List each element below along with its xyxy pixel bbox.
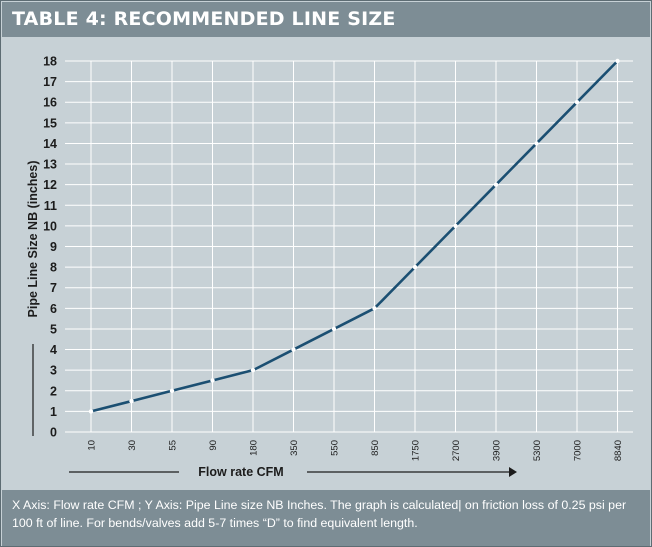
x-tick-label: 30: [127, 440, 138, 451]
data-point: [169, 388, 175, 393]
x-tick-label: 3900: [492, 440, 503, 461]
y-tick-label: 18: [43, 55, 57, 69]
y-tick-label: 5: [50, 322, 57, 336]
data-point: [88, 409, 94, 414]
y-tick-label: 9: [50, 240, 57, 254]
data-point: [250, 367, 256, 373]
y-tick-label: 16: [43, 96, 57, 110]
y-tick-label: 10: [43, 219, 57, 233]
chart-panel: 0 1 2 3 4 5 6 7 8 9 10 11 12 13 14 15 16 17 18 10 30 55 90 180 3…: [9, 41, 641, 481]
series-line: [90, 60, 619, 413]
footer-caption: X Axis: Flow rate CFM ; Y Axis: Pipe Lin…: [12, 498, 627, 530]
y-tick-label: 15: [43, 116, 57, 130]
chart-title: TABLE 4: RECOMMENDED LINE SIZE: [12, 8, 396, 30]
y-tick-label: 17: [43, 75, 57, 89]
y-tick-label: 4: [50, 343, 57, 357]
data-point: [615, 58, 620, 64]
data-point: [412, 264, 418, 270]
x-tick-label: 550: [330, 440, 341, 456]
y-tick-label: 7: [50, 281, 57, 295]
data-point: [210, 378, 215, 383]
x-tick-label: 2700: [451, 440, 462, 461]
y-tick-label: 13: [43, 158, 57, 172]
data-point: [372, 306, 377, 311]
data-point: [574, 100, 580, 105]
footer-caption-bar: X Axis: Flow rate CFM ; Y Axis: Pipe Lin…: [2, 490, 650, 546]
x-tick-label: 10: [87, 440, 98, 451]
y-tick-label: 14: [43, 137, 57, 151]
y-axis-label: Pipe Line Size NB (inches): [26, 161, 40, 318]
y-tick-label: 11: [44, 199, 57, 213]
x-tick-label: 350: [289, 440, 300, 456]
x-tick-label: 8840: [613, 440, 624, 461]
y-tick-label: 3: [50, 364, 57, 378]
x-axis-arrowhead: [509, 467, 517, 477]
x-tick-label: 1750: [411, 440, 422, 461]
y-tick-label: 12: [43, 178, 57, 192]
data-point: [493, 182, 499, 187]
y-tick-label: 8: [50, 261, 57, 275]
data-point: [453, 223, 458, 229]
data-point: [534, 141, 539, 146]
x-axis-label: Flow rate CFM: [198, 465, 283, 479]
header-bar: TABLE 4: RECOMMENDED LINE SIZE: [2, 2, 650, 37]
data-point: [129, 398, 134, 404]
x-tick-label: 7000: [573, 440, 584, 461]
y-tick-label: 2: [50, 384, 57, 398]
x-tick-label: 180: [249, 440, 260, 456]
data-point: [291, 347, 296, 352]
y-tick-label: 1: [50, 405, 57, 419]
y-tick-label: 0: [50, 426, 57, 440]
x-tick-label: 5300: [532, 440, 543, 461]
x-tick-label: 55: [168, 440, 179, 451]
y-tick-label: 6: [50, 302, 57, 316]
x-tick-label: 850: [370, 440, 381, 456]
x-tick-label: 90: [208, 440, 219, 451]
data-point: [331, 326, 337, 332]
